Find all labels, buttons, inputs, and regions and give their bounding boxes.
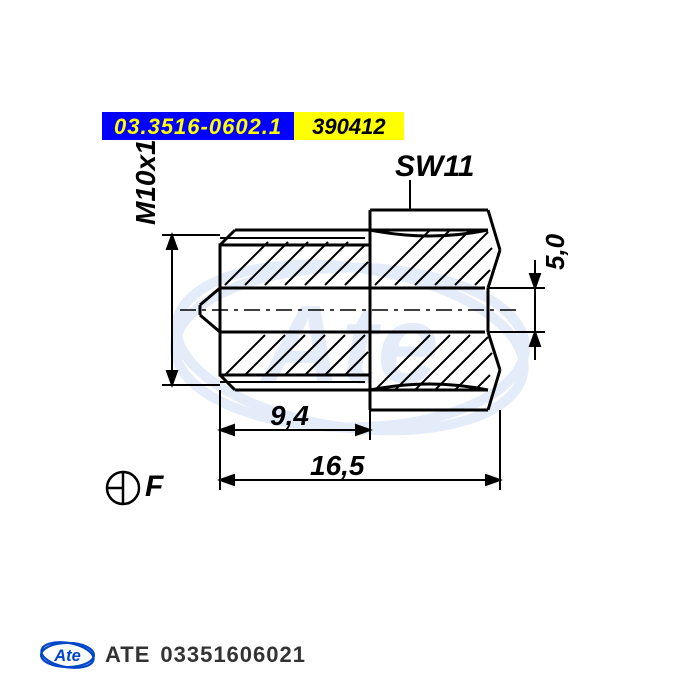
footer-part-code: 03351606021	[160, 642, 306, 668]
wrench-size-label: SW11	[395, 150, 474, 184]
header-bar: 03.3516-0602.1 390412	[102, 112, 544, 140]
part-code: 390412	[294, 112, 403, 140]
thread-length-label: 9,4	[270, 400, 309, 432]
total-length-label: 16,5	[310, 450, 365, 482]
f-letter: F	[145, 470, 163, 504]
part-number: 03.3516-0602.1	[102, 112, 294, 140]
footer-brand: Ate ATE 03351606021	[40, 635, 306, 675]
f-symbol	[105, 468, 175, 513]
svg-text:Ate: Ate	[53, 647, 81, 665]
thread-label: M10x1	[130, 139, 162, 225]
footer-brand-text: ATE	[105, 642, 150, 668]
bore-label: 5,0	[540, 234, 571, 270]
ate-logo-icon: Ate	[40, 635, 95, 675]
